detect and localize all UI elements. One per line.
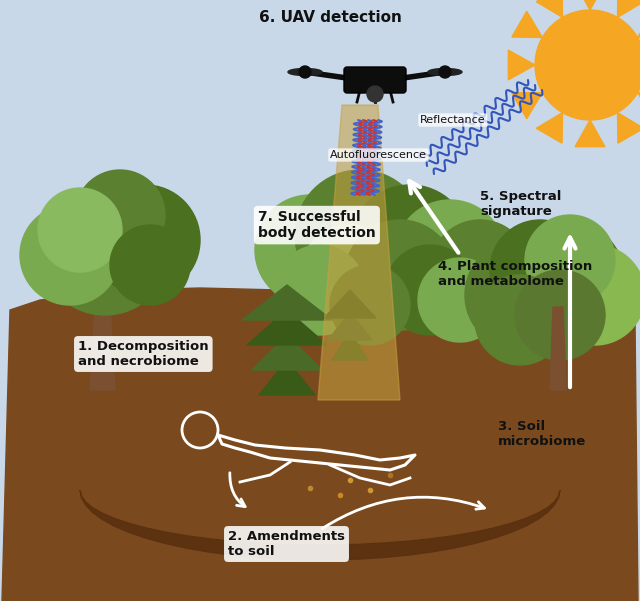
Text: 2. Amendments
to soil: 2. Amendments to soil bbox=[228, 530, 345, 558]
Text: 4. Plant composition
and metabolome: 4. Plant composition and metabolome bbox=[438, 260, 592, 288]
Circle shape bbox=[418, 258, 502, 342]
Circle shape bbox=[90, 185, 200, 295]
Polygon shape bbox=[618, 0, 640, 17]
Circle shape bbox=[300, 225, 400, 325]
Polygon shape bbox=[318, 105, 400, 400]
Polygon shape bbox=[575, 0, 605, 10]
Polygon shape bbox=[90, 305, 115, 390]
Polygon shape bbox=[2, 288, 638, 601]
Circle shape bbox=[395, 200, 505, 310]
Polygon shape bbox=[324, 290, 376, 318]
Circle shape bbox=[255, 195, 365, 305]
Circle shape bbox=[295, 170, 425, 300]
FancyBboxPatch shape bbox=[344, 67, 406, 93]
Ellipse shape bbox=[428, 69, 462, 76]
Circle shape bbox=[275, 245, 365, 335]
Text: 5. Spectral
signature: 5. Spectral signature bbox=[480, 190, 561, 218]
Circle shape bbox=[545, 245, 640, 345]
Circle shape bbox=[345, 220, 455, 330]
Circle shape bbox=[75, 170, 165, 260]
Polygon shape bbox=[252, 335, 322, 370]
Circle shape bbox=[20, 205, 120, 305]
Text: 6. UAV detection: 6. UAV detection bbox=[259, 10, 401, 25]
Polygon shape bbox=[242, 285, 332, 320]
Circle shape bbox=[40, 185, 170, 315]
Polygon shape bbox=[575, 120, 605, 147]
Circle shape bbox=[475, 275, 565, 365]
Circle shape bbox=[38, 188, 122, 272]
Circle shape bbox=[385, 245, 475, 335]
Text: Autofluorescence: Autofluorescence bbox=[330, 150, 427, 160]
Circle shape bbox=[430, 220, 530, 320]
Polygon shape bbox=[637, 93, 640, 119]
Polygon shape bbox=[508, 50, 535, 80]
Polygon shape bbox=[512, 11, 542, 37]
Text: Reflectance: Reflectance bbox=[420, 115, 486, 125]
Polygon shape bbox=[259, 360, 315, 395]
Text: 7. Successful
body detection: 7. Successful body detection bbox=[258, 210, 376, 240]
Text: 1. Decomposition
and necrobiome: 1. Decomposition and necrobiome bbox=[78, 340, 209, 368]
Polygon shape bbox=[512, 93, 542, 119]
Circle shape bbox=[439, 66, 451, 78]
Polygon shape bbox=[536, 0, 563, 17]
Polygon shape bbox=[247, 310, 327, 345]
Polygon shape bbox=[618, 112, 640, 143]
Circle shape bbox=[535, 10, 640, 120]
Polygon shape bbox=[332, 332, 368, 360]
Text: 3. Soil
microbiome: 3. Soil microbiome bbox=[498, 420, 586, 448]
Polygon shape bbox=[280, 305, 292, 320]
Circle shape bbox=[299, 66, 311, 78]
Circle shape bbox=[515, 270, 605, 360]
Circle shape bbox=[505, 220, 625, 340]
Polygon shape bbox=[536, 112, 563, 143]
Circle shape bbox=[367, 86, 383, 102]
Circle shape bbox=[330, 265, 410, 345]
Polygon shape bbox=[550, 307, 566, 390]
Circle shape bbox=[465, 240, 575, 350]
Circle shape bbox=[490, 220, 590, 320]
Circle shape bbox=[350, 185, 470, 305]
Polygon shape bbox=[80, 490, 560, 560]
Polygon shape bbox=[328, 312, 372, 340]
Polygon shape bbox=[637, 11, 640, 37]
Circle shape bbox=[110, 225, 190, 305]
Circle shape bbox=[525, 215, 615, 305]
Ellipse shape bbox=[288, 69, 322, 76]
